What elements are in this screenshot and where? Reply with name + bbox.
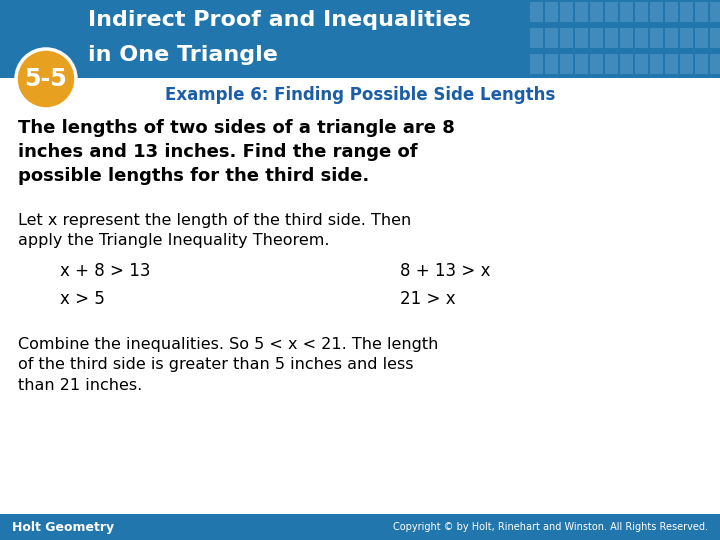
- FancyBboxPatch shape: [665, 54, 678, 74]
- Text: 5-5: 5-5: [24, 67, 68, 91]
- FancyBboxPatch shape: [545, 2, 558, 22]
- Text: Example 6: Finding Possible Side Lengths: Example 6: Finding Possible Side Lengths: [165, 86, 555, 104]
- Text: 8 + 13 > x: 8 + 13 > x: [400, 262, 490, 280]
- FancyBboxPatch shape: [665, 28, 678, 48]
- Text: of the third side is greater than 5 inches and less: of the third side is greater than 5 inch…: [18, 357, 413, 373]
- FancyBboxPatch shape: [635, 54, 648, 74]
- FancyBboxPatch shape: [575, 2, 588, 22]
- FancyBboxPatch shape: [695, 2, 708, 22]
- Text: possible lengths for the third side.: possible lengths for the third side.: [18, 167, 369, 185]
- FancyBboxPatch shape: [530, 28, 543, 48]
- FancyBboxPatch shape: [710, 54, 720, 74]
- FancyBboxPatch shape: [695, 54, 708, 74]
- Text: Indirect Proof and Inequalities: Indirect Proof and Inequalities: [88, 10, 471, 30]
- Text: Let x represent the length of the third side. Then: Let x represent the length of the third …: [18, 213, 411, 227]
- FancyBboxPatch shape: [560, 28, 573, 48]
- Text: inches and 13 inches. Find the range of: inches and 13 inches. Find the range of: [18, 143, 418, 161]
- Text: Combine the inequalities. So 5 < x < 21. The length: Combine the inequalities. So 5 < x < 21.…: [18, 336, 438, 352]
- FancyBboxPatch shape: [680, 28, 693, 48]
- FancyBboxPatch shape: [665, 2, 678, 22]
- FancyBboxPatch shape: [650, 28, 663, 48]
- Text: in One Triangle: in One Triangle: [88, 45, 278, 65]
- FancyBboxPatch shape: [680, 2, 693, 22]
- Text: x > 5: x > 5: [60, 290, 105, 308]
- FancyBboxPatch shape: [650, 2, 663, 22]
- FancyBboxPatch shape: [590, 28, 603, 48]
- Text: apply the Triangle Inequality Theorem.: apply the Triangle Inequality Theorem.: [18, 233, 330, 248]
- FancyBboxPatch shape: [0, 0, 720, 78]
- FancyBboxPatch shape: [620, 28, 633, 48]
- FancyBboxPatch shape: [710, 2, 720, 22]
- FancyBboxPatch shape: [0, 514, 720, 540]
- Text: Copyright © by Holt, Rinehart and Winston. All Rights Reserved.: Copyright © by Holt, Rinehart and Winsto…: [393, 522, 708, 532]
- FancyBboxPatch shape: [560, 2, 573, 22]
- FancyBboxPatch shape: [560, 54, 573, 74]
- FancyBboxPatch shape: [635, 28, 648, 48]
- FancyBboxPatch shape: [710, 28, 720, 48]
- FancyBboxPatch shape: [605, 54, 618, 74]
- Text: than 21 inches.: than 21 inches.: [18, 379, 143, 394]
- Text: x + 8 > 13: x + 8 > 13: [60, 262, 150, 280]
- FancyBboxPatch shape: [620, 54, 633, 74]
- FancyBboxPatch shape: [680, 54, 693, 74]
- Circle shape: [16, 49, 76, 109]
- FancyBboxPatch shape: [605, 28, 618, 48]
- FancyBboxPatch shape: [605, 2, 618, 22]
- FancyBboxPatch shape: [635, 2, 648, 22]
- Text: Holt Geometry: Holt Geometry: [12, 521, 114, 534]
- FancyBboxPatch shape: [575, 28, 588, 48]
- FancyBboxPatch shape: [575, 54, 588, 74]
- FancyBboxPatch shape: [590, 54, 603, 74]
- FancyBboxPatch shape: [590, 2, 603, 22]
- Text: 21 > x: 21 > x: [400, 290, 456, 308]
- FancyBboxPatch shape: [620, 2, 633, 22]
- FancyBboxPatch shape: [695, 28, 708, 48]
- FancyBboxPatch shape: [545, 54, 558, 74]
- FancyBboxPatch shape: [530, 54, 543, 74]
- Text: The lengths of two sides of a triangle are 8: The lengths of two sides of a triangle a…: [18, 119, 455, 137]
- FancyBboxPatch shape: [530, 2, 543, 22]
- FancyBboxPatch shape: [650, 54, 663, 74]
- FancyBboxPatch shape: [545, 28, 558, 48]
